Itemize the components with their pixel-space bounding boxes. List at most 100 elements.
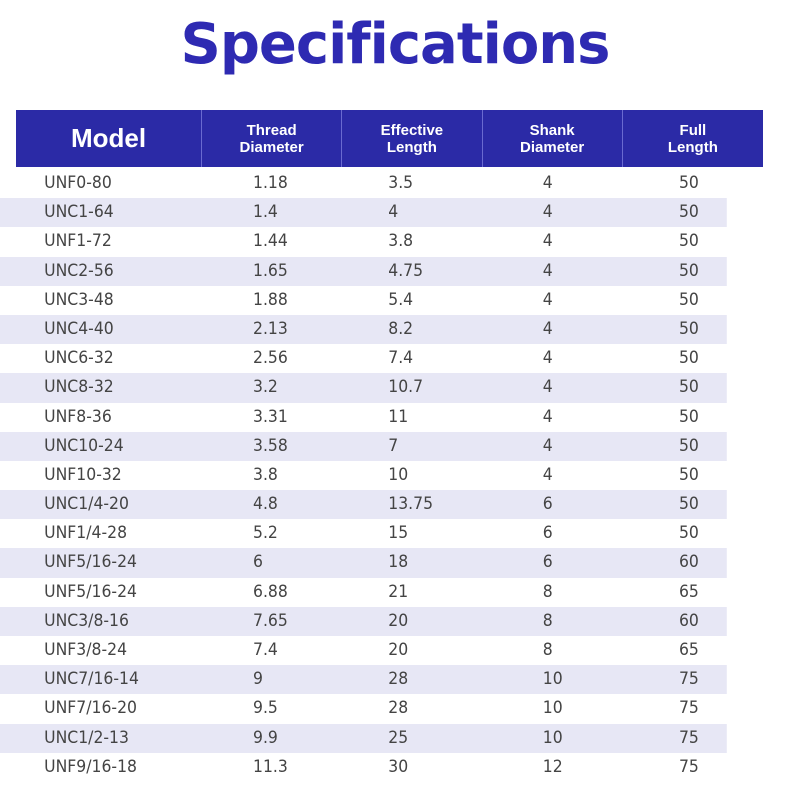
cell-shank-diameter: 8 — [542, 610, 553, 631]
table-row: UNF0-80 1.18 3.5 4 50 — [0, 169, 727, 198]
cell-full-length: 50 — [678, 435, 699, 456]
cell-thread-diameter: 6 — [253, 552, 263, 573]
cell-thread-diameter: 3.58 — [253, 435, 288, 456]
table-row: UNF9/16-18 11.3 30 12 75 — [0, 753, 727, 782]
cell-effective-length: 20 — [388, 640, 409, 660]
cell-thread-diameter: 4.8 — [253, 494, 278, 515]
cell-shank-diameter: 4 — [542, 202, 553, 223]
cell-model: UNF1-72 — [44, 231, 112, 252]
table-row: UNF10-32 3.8 10 4 50 — [0, 461, 727, 490]
cell-thread-diameter: 3.31 — [253, 406, 288, 427]
cell-shank-diameter: 10 — [542, 727, 563, 748]
header-thread-diameter: Thread Diameter — [202, 110, 343, 167]
cell-effective-length: 28 — [388, 698, 409, 719]
header-model: Model — [16, 110, 202, 167]
cell-shank-diameter: 4 — [542, 318, 553, 339]
cell-model: UNF8-36 — [44, 406, 112, 427]
cell-thread-diameter: 1.18 — [253, 173, 288, 193]
cell-full-length: 50 — [678, 348, 699, 369]
cell-shank-diameter: 4 — [542, 348, 553, 369]
cell-full-length: 60 — [678, 610, 699, 631]
cell-thread-diameter: 5.2 — [253, 523, 278, 544]
cell-effective-length: 8.2 — [388, 318, 414, 339]
table-row: UNC2-56 1.65 4.75 4 50 — [0, 256, 727, 286]
cell-full-length: 50 — [678, 260, 699, 281]
cell-effective-length: 13.75 — [388, 494, 434, 515]
cell-full-length: 60 — [678, 552, 699, 573]
table-row: UNC3-48 1.88 5.4 4 50 — [0, 286, 727, 315]
table-row: UNF5/16-24 6.88 21 8 65 — [0, 578, 727, 607]
cell-thread-diameter: 7.4 — [253, 640, 278, 660]
cell-model: UNC1/2-13 — [44, 727, 129, 748]
cell-shank-diameter: 4 — [542, 435, 553, 456]
cell-shank-diameter: 4 — [542, 377, 553, 398]
cell-shank-diameter: 4 — [542, 173, 553, 193]
cell-effective-length: 10 — [388, 464, 409, 485]
cell-full-length: 50 — [678, 377, 699, 398]
cell-shank-diameter: 4 — [542, 406, 553, 427]
cell-shank-diameter: 6 — [542, 494, 553, 515]
table-row: UNC1/2-13 9.9 25 10 75 — [0, 723, 727, 753]
cell-model: UNF0-80 — [44, 173, 112, 193]
cell-effective-length: 4 — [388, 202, 399, 223]
cell-full-length: 50 — [678, 202, 699, 223]
cell-thread-diameter: 9.9 — [253, 727, 278, 748]
cell-effective-length: 4.75 — [388, 260, 424, 281]
table-row: UNC4-40 2.13 8.2 4 50 — [0, 314, 727, 345]
cell-thread-diameter: 1.4 — [253, 202, 278, 223]
cell-model: UNC1/4-20 — [44, 494, 129, 515]
cell-model: UNC3-48 — [44, 289, 114, 310]
table-row: UNC6-32 2.56 7.4 4 50 — [0, 344, 727, 373]
cell-thread-diameter: 3.2 — [253, 377, 278, 398]
cell-effective-length: 5.4 — [388, 289, 414, 310]
table-row: UNC10-24 3.58 7 4 50 — [0, 431, 727, 461]
cell-full-length: 50 — [678, 406, 699, 427]
cell-shank-diameter: 10 — [542, 669, 563, 690]
cell-shank-diameter: 8 — [542, 581, 553, 602]
cell-effective-length: 28 — [388, 669, 409, 690]
cell-full-length: 75 — [678, 698, 699, 719]
cell-effective-length: 15 — [388, 523, 409, 544]
table-row: UNC1-64 1.4 4 4 50 — [0, 198, 727, 228]
cell-full-length: 50 — [678, 318, 699, 339]
table-row: UNF7/16-20 9.5 28 10 75 — [0, 694, 727, 723]
cell-model: UNC2-56 — [44, 260, 114, 281]
table-row: UNF1/4-28 5.2 15 6 50 — [0, 519, 727, 548]
cell-shank-diameter: 10 — [542, 698, 563, 719]
cell-full-length: 50 — [678, 464, 699, 485]
cell-effective-length: 30 — [388, 756, 409, 777]
cell-model: UNF1/4-28 — [44, 523, 128, 544]
cell-effective-length: 7 — [388, 435, 399, 456]
cell-thread-diameter: 2.56 — [253, 348, 288, 369]
table-row: UNF5/16-24 6 18 6 60 — [0, 548, 727, 578]
cell-thread-diameter: 9.5 — [253, 698, 278, 719]
cell-thread-diameter: 1.88 — [253, 289, 288, 310]
table-row: UNF1-72 1.44 3.8 4 50 — [0, 227, 727, 256]
cell-thread-diameter: 7.65 — [253, 610, 288, 631]
cell-model: UNC3/8-16 — [44, 610, 129, 631]
header-effective-length: Effective Length — [342, 110, 483, 167]
cell-shank-diameter: 4 — [542, 260, 553, 281]
cell-thread-diameter: 9 — [253, 669, 263, 690]
table-row: UNF3/8-24 7.4 20 8 65 — [0, 636, 727, 665]
cell-model: UNF10-32 — [44, 464, 122, 485]
cell-effective-length: 20 — [388, 610, 409, 631]
cell-full-length: 50 — [678, 231, 699, 252]
cell-shank-diameter: 4 — [542, 289, 553, 310]
cell-full-length: 75 — [678, 727, 699, 748]
cell-thread-diameter: 1.44 — [253, 231, 288, 252]
cell-full-length: 50 — [678, 494, 699, 515]
cell-effective-length: 3.8 — [388, 231, 414, 252]
cell-thread-diameter: 2.13 — [253, 318, 288, 339]
table-row: UNF8-36 3.31 11 4 50 — [0, 403, 727, 432]
cell-full-length: 50 — [678, 523, 699, 544]
cell-model: UNC7/16-14 — [44, 669, 139, 690]
cell-model: UNC4-40 — [44, 318, 114, 339]
cell-model: UNC8-32 — [44, 377, 114, 398]
cell-effective-length: 3.5 — [388, 173, 414, 193]
cell-thread-diameter: 1.65 — [253, 260, 288, 281]
cell-model: UNF3/8-24 — [44, 640, 128, 660]
cell-full-length: 65 — [678, 581, 699, 602]
table-body: UNF0-80 1.18 3.5 4 50 UNC1-64 1.4 4 4 50 UNF1-72 1.… — [0, 169, 790, 782]
cell-effective-length: 10.7 — [388, 377, 424, 398]
